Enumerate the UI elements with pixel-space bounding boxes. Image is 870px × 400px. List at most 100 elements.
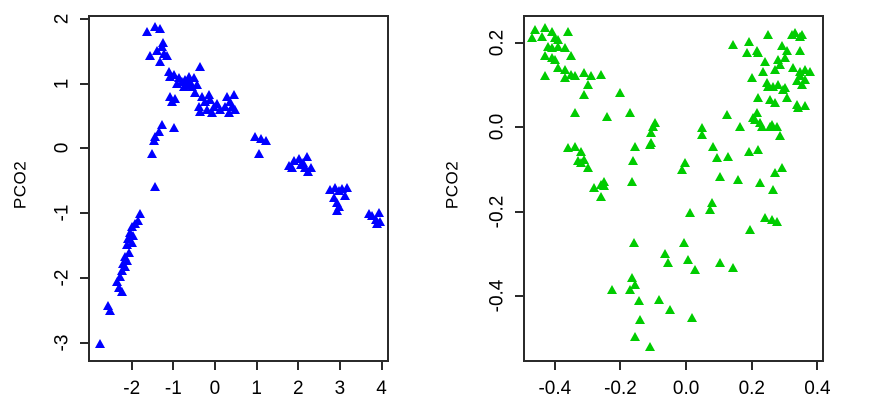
x-tick-label: 0.2 [738,378,765,399]
data-point [220,101,231,111]
data-point [771,121,782,131]
data-point [663,257,674,267]
data-point [746,73,757,83]
left-plot-area [88,15,389,362]
y-tick-label: -0.2 [486,195,508,229]
data-point [728,39,739,49]
data-point [559,73,570,83]
data-point [331,206,342,216]
y-axis-tick [515,295,523,298]
y-axis-tick [80,17,88,20]
data-point [595,69,606,79]
data-point [728,263,739,273]
data-point [759,56,770,66]
data-point [153,126,164,136]
data-point [768,184,779,194]
data-point [686,313,697,323]
data-point [756,121,767,131]
data-point [128,230,139,240]
data-point [205,95,216,105]
data-point [225,97,236,107]
data-point [759,213,770,223]
data-point [781,46,792,56]
data-point [599,176,610,186]
data-point [781,92,792,102]
x-axis-tick [553,362,556,370]
data-point [123,247,134,257]
data-point [773,79,784,89]
data-point [630,279,641,289]
data-point [341,182,352,192]
data-point [203,90,214,100]
data-point [539,71,550,81]
data-point [645,341,656,351]
data-point [770,98,781,108]
data-point [559,65,570,74]
data-point [799,101,810,111]
data-point [249,131,260,141]
data-point [526,33,537,43]
x-axis-tick [172,362,175,370]
data-point [804,66,815,76]
data-point [329,193,340,203]
data-point [147,149,158,159]
data-point [750,114,761,124]
data-point [145,51,156,61]
data-point [711,153,722,163]
data-point [585,71,596,81]
data-point [753,48,764,58]
data-point [162,51,173,61]
y-tick-label: -0.4 [486,280,508,313]
data-point [633,296,644,306]
data-point [212,98,223,108]
data-point [626,273,637,283]
data-point [115,272,126,282]
data-point [796,29,807,39]
data-point [660,249,671,259]
data-point [776,41,787,51]
data-point [775,59,785,69]
x-axis-tick [130,362,133,370]
data-point [553,41,564,51]
data-point [157,37,168,47]
data-point [339,191,350,201]
data-point [714,258,725,268]
data-point [546,26,557,36]
data-point [648,121,659,131]
data-point [763,81,774,91]
x-axis-tick [255,362,258,370]
data-point [743,36,754,46]
y-tick-label: 0.0 [486,113,508,141]
data-point [796,79,807,89]
data-point [790,28,801,38]
data-point [708,141,719,151]
data-point [299,162,310,172]
data-point [788,63,799,73]
data-point [121,240,132,250]
data-point [562,26,573,36]
data-point [705,205,716,215]
data-point [770,65,781,74]
data-point [197,92,208,102]
data-point [301,152,312,162]
data-point [150,131,161,141]
data-point [589,183,600,193]
data-point [569,141,580,151]
data-point [223,108,234,118]
data-point [117,287,128,297]
data-point [559,43,570,52]
data-point [157,120,168,130]
data-point [569,108,580,118]
data-point [536,31,547,41]
x-tick-label: -0.2 [604,378,637,399]
data-point [721,109,732,119]
data-point [615,88,626,98]
data-point [113,282,124,292]
data-point [625,285,636,295]
x-tick-label: -1 [164,378,182,399]
data-point [645,139,656,149]
data-point [758,66,769,76]
data-point [286,163,297,173]
data-point [630,331,641,341]
